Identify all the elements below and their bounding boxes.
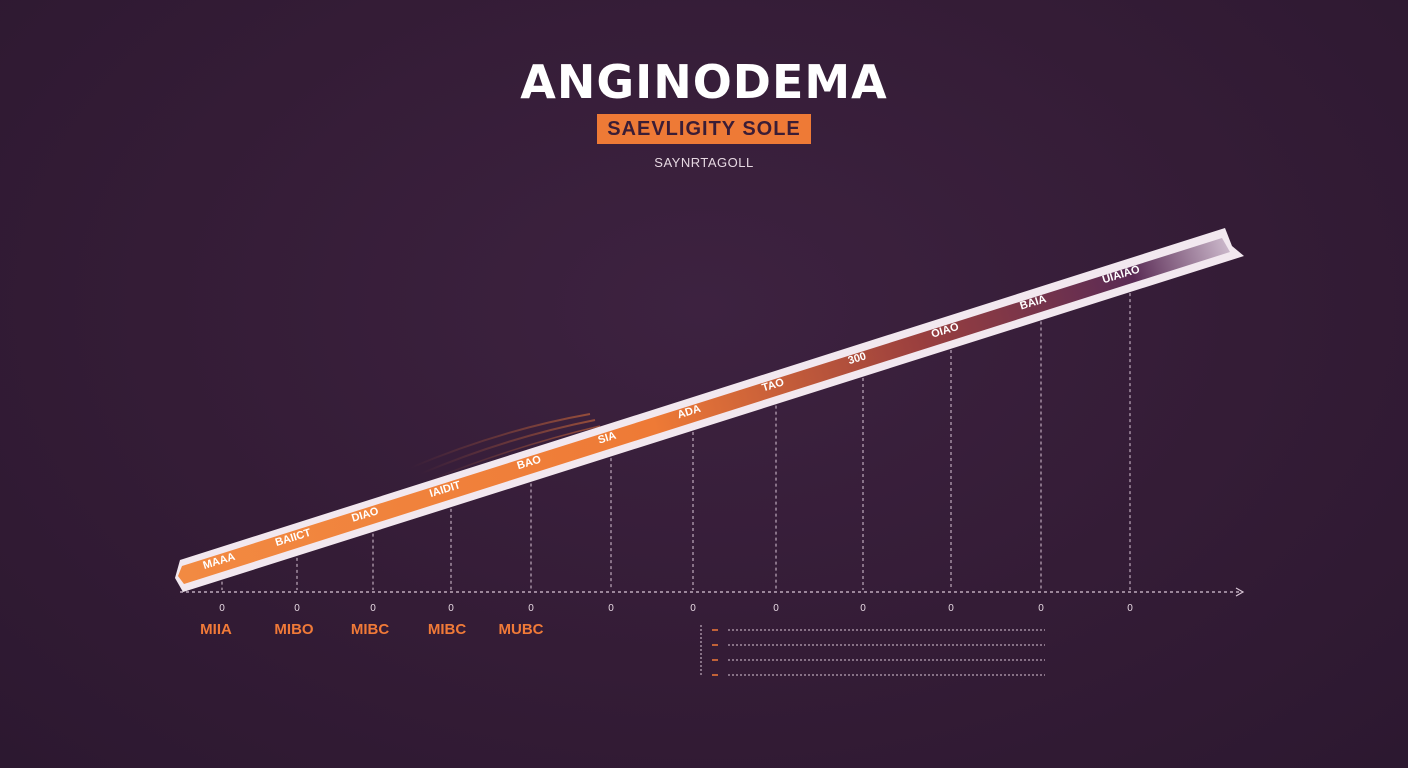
tick-label: 0 bbox=[219, 603, 225, 614]
band-fill bbox=[178, 238, 1230, 584]
category-labels: MIIA MIBO MIBC MIBC MUBC bbox=[200, 621, 543, 638]
severity-band bbox=[175, 228, 1244, 592]
category-label: MIBC bbox=[351, 621, 389, 638]
tick-label: 0 bbox=[528, 603, 534, 614]
tick-label: 0 bbox=[860, 603, 866, 614]
legend bbox=[700, 625, 1045, 676]
tick-label: 0 bbox=[370, 603, 376, 614]
band-label: SIA bbox=[597, 430, 618, 447]
category-label: MUBC bbox=[499, 621, 544, 638]
subtitle-banner: SAEVLIGITY SOLE bbox=[597, 114, 811, 144]
tick-label: 0 bbox=[948, 603, 954, 614]
axis-tick-labels: 0 0 0 0 0 0 0 0 0 0 0 0 bbox=[219, 603, 1133, 614]
category-label: MIBC bbox=[428, 621, 466, 638]
page-title: ANGINODEMA bbox=[520, 55, 888, 109]
subtitle-container: SAEVLIGITY SOLE bbox=[0, 114, 1408, 144]
caption: SAYNRTAGOLL bbox=[654, 155, 754, 170]
band-label: 300 bbox=[847, 350, 868, 367]
x-axis-arrow-icon bbox=[1235, 587, 1245, 597]
tick-label: 0 bbox=[608, 603, 614, 614]
tick-label: 0 bbox=[690, 603, 696, 614]
tick-label: 0 bbox=[448, 603, 454, 614]
tick-label: 0 bbox=[1127, 603, 1133, 614]
tick-label: 0 bbox=[294, 603, 300, 614]
category-label: MIBO bbox=[274, 621, 313, 638]
category-label: MIIA bbox=[200, 621, 232, 638]
tick-label: 0 bbox=[1038, 603, 1044, 614]
tick-label: 0 bbox=[773, 603, 779, 614]
